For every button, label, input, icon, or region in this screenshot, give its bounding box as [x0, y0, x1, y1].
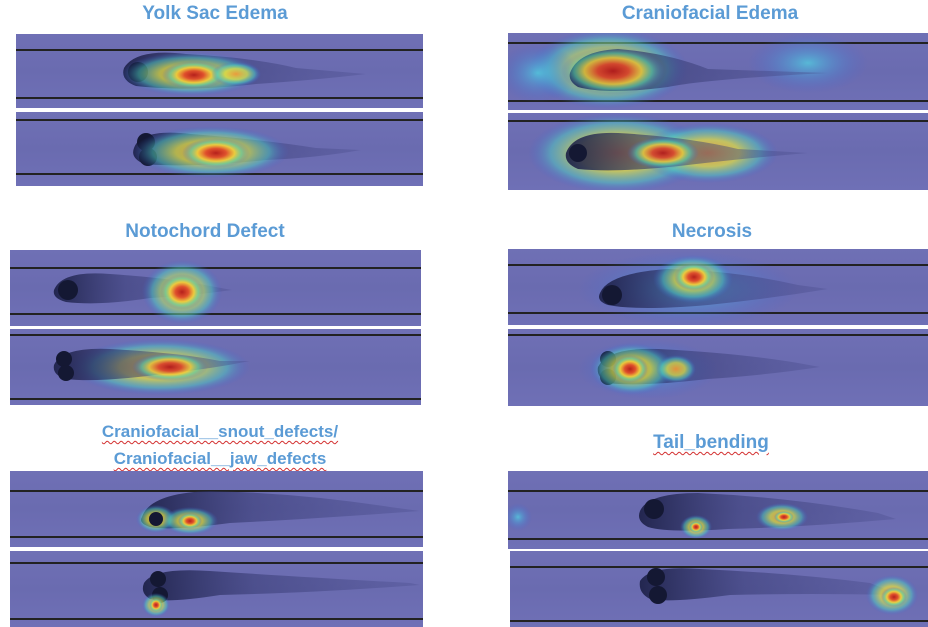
panel-title-line1: Craniofacial__snout_defects/ — [101, 422, 339, 441]
panel-title-yolk-sac-edema: Yolk Sac Edema — [142, 3, 288, 24]
panel-title-craniofacial-edema: Craniofacial Edema — [621, 3, 799, 24]
zebrafish-heatmap-image — [508, 471, 928, 549]
zebrafish-heatmap-image — [508, 113, 928, 190]
panel-title-notochord-defect: Notochord Defect — [125, 221, 285, 242]
zebrafish-heatmap-image — [16, 112, 423, 186]
zebrafish-heatmap-image — [10, 551, 423, 627]
panel-title-line2: Craniofacial__jaw_defects — [113, 449, 327, 468]
panel-title-craniofacial-defects: Craniofacial__snout_defects/ Craniofacia… — [60, 418, 380, 472]
zebrafish-heatmap-image — [10, 329, 421, 405]
zebrafish-heatmap-image — [10, 250, 421, 326]
zebrafish-heatmap-image — [10, 471, 423, 547]
zebrafish-heatmap-image — [508, 33, 928, 110]
panel-title-necrosis: Necrosis — [671, 221, 753, 242]
zebrafish-heatmap-image — [16, 34, 423, 108]
zebrafish-heatmap-image — [510, 551, 928, 627]
zebrafish-heatmap-image — [508, 329, 928, 406]
panel-title-tail-bending: Tail_bending — [653, 432, 769, 453]
zebrafish-heatmap-image — [508, 249, 928, 325]
